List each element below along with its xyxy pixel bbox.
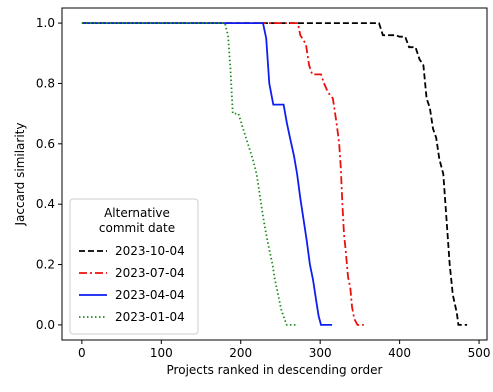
y-tick-label: 0.6 — [36, 137, 55, 151]
series-line-2023-10-04 — [81, 22, 468, 326]
legend-label: 2023-04-04 — [115, 288, 185, 302]
x-axis-label: Projects ranked in descending order — [167, 363, 383, 377]
legend-label: 2023-10-04 — [115, 244, 185, 258]
y-tick-label: 0.2 — [36, 258, 55, 272]
x-tick-label: 400 — [388, 346, 411, 360]
y-tick-label: 0.8 — [36, 76, 55, 90]
plot-frame — [61, 7, 488, 341]
x-tick-label: 200 — [229, 346, 252, 360]
y-axis-label: Jaccard similarity — [13, 123, 27, 227]
x-tick-label: 500 — [468, 346, 491, 360]
legend-title: commit date — [99, 221, 175, 235]
legend-box — [69, 198, 199, 335]
y-tick-label: 0.4 — [36, 197, 55, 211]
x-tick-label: 100 — [150, 346, 173, 360]
series-line-2023-07-04 — [81, 22, 364, 326]
series-line-2023-01-04 — [81, 22, 297, 326]
x-tick-label: 300 — [309, 346, 332, 360]
x-tick-label: 0 — [78, 346, 86, 360]
legend-label: 2023-01-04 — [115, 310, 185, 324]
y-tick-label: 1.0 — [36, 16, 55, 30]
legend-title: Alternative — [104, 206, 170, 220]
legend-label: 2023-07-04 — [115, 266, 185, 280]
y-axis: 0.0 0.2 0.4 0.6 0.8 1.0 — [36, 16, 62, 332]
series-line-2023-04-04 — [81, 22, 333, 326]
x-axis: 0 100 200 300 400 500 — [78, 340, 491, 360]
plot-lines — [81, 22, 468, 326]
y-tick-label: 0.0 — [36, 318, 55, 332]
